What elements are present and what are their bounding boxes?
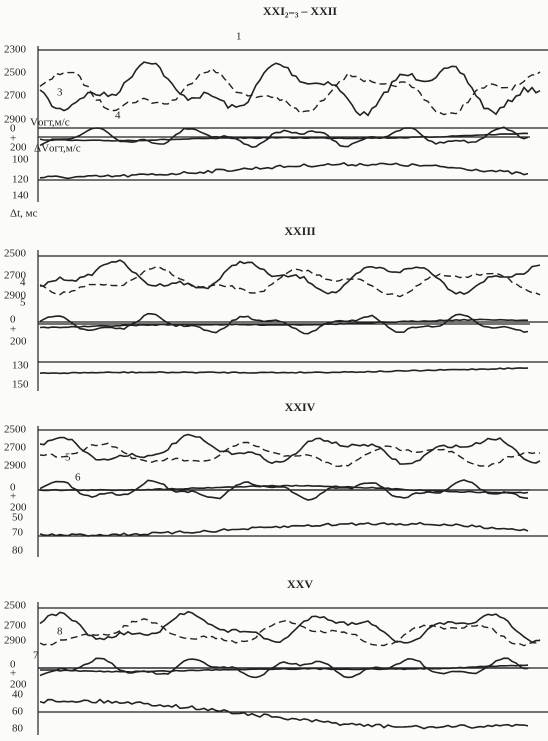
delta-curve — [39, 479, 529, 501]
velocity-curve-dashed — [39, 441, 541, 468]
delta-tick: + — [10, 668, 16, 680]
delta-trend — [39, 484, 529, 494]
delta-tick: + — [10, 491, 16, 503]
time-curve — [39, 521, 529, 537]
delta-tick: 0 — [10, 123, 16, 135]
delta-tick: 200 — [10, 336, 27, 348]
velocity-tick: 2700 — [4, 90, 27, 102]
delta-curve — [39, 657, 529, 679]
curve-label: 4 — [20, 277, 26, 289]
time-curve — [39, 698, 529, 730]
delta-tick: 0 — [10, 659, 16, 671]
panel-title: XXV — [287, 577, 313, 591]
delta-curve — [39, 312, 529, 335]
curve-label: 6 — [75, 472, 81, 484]
time-tick: 150 — [12, 379, 29, 391]
velocity-tick: 2300 — [4, 44, 27, 56]
time-curve — [39, 367, 529, 375]
time-tick: 80 — [12, 545, 24, 557]
curve-label: 3 — [57, 87, 63, 99]
time-label: Δt, мс — [10, 208, 38, 220]
curve-label: 5 — [65, 452, 71, 464]
time-tick: 70 — [12, 527, 24, 539]
velocity-tick: 2500 — [4, 67, 27, 79]
velocity-tick: 2900 — [4, 635, 27, 647]
velocity-tick: 2900 — [4, 114, 27, 126]
velocity-curve-dashed — [39, 67, 541, 116]
curve-label: 8 — [57, 626, 63, 638]
delta-label: ΔVогт,м/с — [34, 143, 81, 155]
velocity-curve — [39, 610, 541, 644]
delta-trend — [39, 132, 529, 142]
velocity-tick: 2900 — [4, 290, 27, 302]
velocity-tick: 2900 — [4, 460, 27, 472]
curve-label: 7 — [33, 650, 39, 662]
delta-curve — [39, 126, 529, 149]
panel-title: XXIII — [284, 224, 316, 238]
delta-tick: + — [10, 324, 16, 336]
delta-tick: 200 — [10, 679, 27, 691]
velocity-tick: 2500 — [4, 248, 27, 260]
delta-trend — [39, 318, 529, 329]
time-tick: 100 — [12, 154, 29, 166]
velocity-curve — [39, 433, 541, 465]
time-tick: 80 — [12, 723, 24, 735]
velocity-tick: 2500 — [4, 600, 27, 612]
velocity-label: Vогт,м/с — [30, 117, 70, 129]
velocity-curve — [39, 61, 541, 117]
delta-tick: + — [10, 133, 16, 145]
velocity-curve — [39, 259, 541, 295]
curve-label: 1 — [236, 31, 242, 43]
time-tick: 130 — [12, 360, 29, 372]
velocity-curve-dashed — [39, 618, 541, 647]
curve-label: 4 — [115, 110, 121, 122]
panel-title: XXI₂₋₃ – XXII — [263, 4, 338, 18]
panel-title: XXIV — [285, 400, 316, 414]
time-tick: 120 — [12, 174, 29, 186]
time-tick: 50 — [12, 512, 24, 524]
velocity-tick: 2500 — [4, 424, 27, 436]
velocity-tick: 2700 — [4, 620, 27, 632]
curve-label: 5 — [20, 297, 26, 309]
delta-tick: 0 — [10, 482, 16, 494]
time-curve — [39, 162, 529, 180]
delta-trend — [40, 664, 529, 673]
delta-tick: 200 — [10, 502, 27, 514]
time-tick: 140 — [12, 190, 29, 202]
velocity-tick: 2700 — [4, 442, 27, 454]
velocity-tick: 2700 — [4, 270, 27, 282]
velocity-curve-dashed — [39, 266, 541, 298]
time-tick: 40 — [12, 689, 24, 701]
delta-tick: 200 — [10, 142, 27, 154]
delta-tick: 0 — [10, 314, 16, 326]
time-tick: 60 — [12, 706, 24, 718]
